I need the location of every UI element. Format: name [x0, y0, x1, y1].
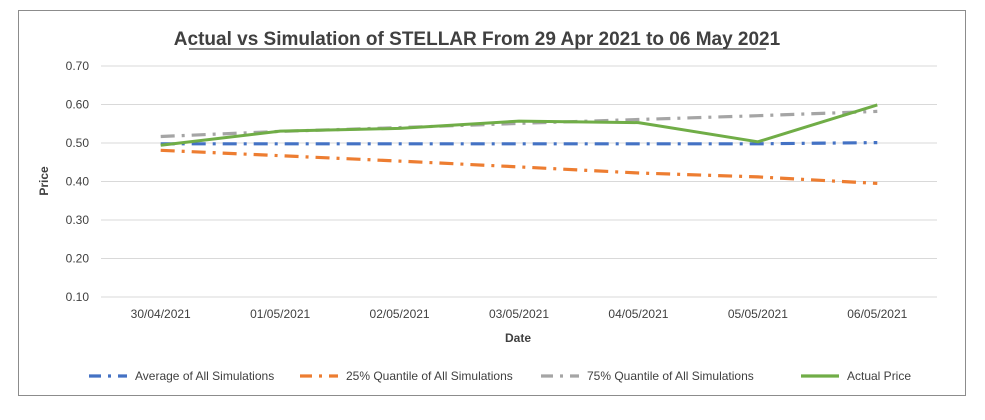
x-tick-label: 02/05/2021	[370, 307, 430, 321]
x-tick-label: 30/04/2021	[131, 307, 191, 321]
x-tick-label: 05/05/2021	[728, 307, 788, 321]
legend-label: 25% Quantile of All Simulations	[346, 369, 513, 383]
x-tick-label: 03/05/2021	[489, 307, 549, 321]
y-tick-label: 0.70	[66, 59, 90, 73]
y-tick-label: 0.50	[66, 136, 90, 150]
legend-label: 75% Quantile of All Simulations	[587, 369, 754, 383]
x-axis-ticks: 30/04/2021 01/05/2021 02/05/2021 03/05/2021…	[131, 307, 908, 321]
legend-label: Average of All Simulations	[135, 369, 274, 383]
y-tick-label: 0.20	[66, 252, 90, 266]
x-axis-title: Date	[505, 331, 531, 345]
series-line-25pct-quantile-of-all-simulations	[160, 148, 878, 185]
x-tick-label: 04/05/2021	[608, 307, 668, 321]
x-tick-label: 06/05/2021	[847, 307, 907, 321]
x-tick-label: 01/05/2021	[250, 307, 310, 321]
y-tick-label: 0.60	[66, 98, 90, 112]
y-tick-label: 0.30	[66, 213, 90, 227]
series-line-average-of-all-simulations	[160, 141, 878, 146]
y-tick-label: 0.40	[66, 175, 90, 189]
line-chart: Actual vs Simulation of STELLAR From 29 …	[37, 29, 937, 383]
chart-title: Actual vs Simulation of STELLAR From 29 …	[174, 29, 781, 50]
legend: Average of All Simulations 25% Quantile o…	[89, 369, 911, 383]
legend-label: Actual Price	[847, 369, 911, 383]
series-line-75pct-quantile-of-all-simulations	[160, 109, 878, 139]
y-tick-label: 0.10	[66, 290, 90, 304]
series-lines	[160, 103, 878, 185]
gridlines	[101, 65, 937, 298]
y-axis-ticks: 0.10 0.20 0.30 0.40 0.50 0.60 0.70	[66, 59, 90, 304]
series-line-actual-price	[160, 103, 878, 147]
chart-frame: Actual vs Simulation of STELLAR From 29 …	[18, 10, 966, 396]
y-axis-title: Price	[37, 166, 51, 196]
